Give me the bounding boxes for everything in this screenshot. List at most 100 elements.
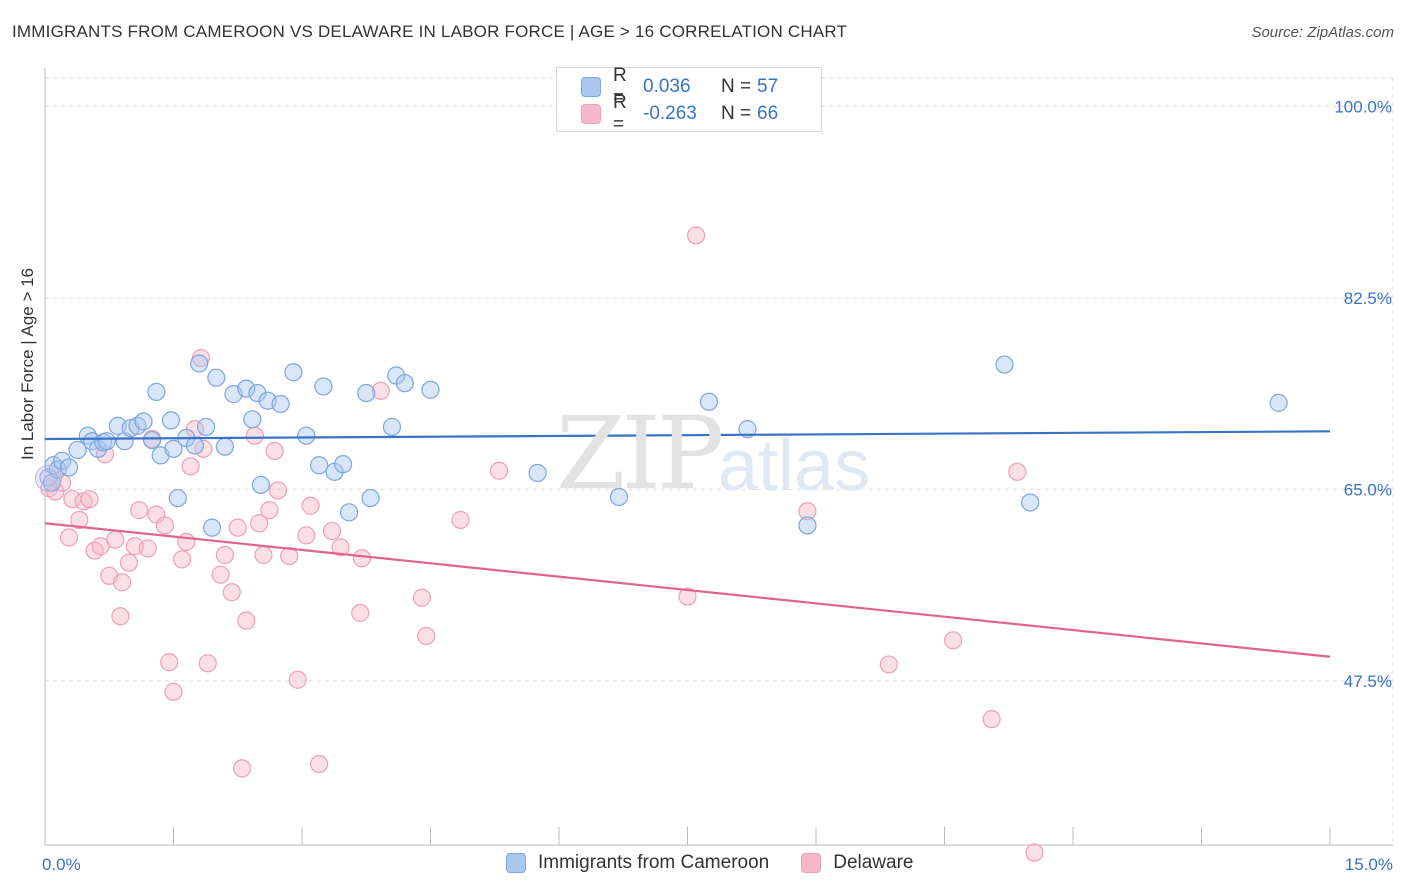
point-cameroon xyxy=(53,451,72,470)
trend-lines xyxy=(44,430,1331,658)
point-cameroon xyxy=(609,487,629,507)
point-cameroon xyxy=(314,377,333,396)
point-cameroon xyxy=(243,410,262,429)
y-tick-label: 82.5% xyxy=(1344,289,1392,308)
point-delaware xyxy=(215,545,234,565)
point-cameroon xyxy=(39,468,58,487)
point-delaware xyxy=(160,653,179,672)
point-cameroon xyxy=(190,354,209,373)
watermark-zip: ZIP xyxy=(556,395,724,512)
point-delaware xyxy=(265,441,284,461)
trend-line-cameroon xyxy=(44,430,1331,441)
point-delaware xyxy=(177,532,196,551)
source-label: Source: ZipAtlas.com xyxy=(1251,24,1394,41)
legend-item-cameroon: Immigrants from Cameroon xyxy=(506,852,769,874)
point-delaware xyxy=(250,514,269,533)
point-delaware xyxy=(352,549,372,568)
point-cameroon xyxy=(134,412,153,431)
point-cameroon xyxy=(248,383,267,403)
r-label: R = xyxy=(613,92,627,135)
point-cameroon xyxy=(68,440,87,460)
point-cameroon xyxy=(164,439,183,458)
correlation-legend: R = 0.036 N = 57 R = -0.263 N = 66 xyxy=(556,65,822,135)
point-cameroon xyxy=(185,436,205,455)
point-delaware xyxy=(119,553,139,572)
point-delaware xyxy=(198,654,217,673)
point-delaware xyxy=(301,496,320,515)
point-delaware xyxy=(260,501,279,520)
legend-swatch-cameroon xyxy=(581,77,601,97)
point-cameroon xyxy=(271,394,290,414)
point-cameroon xyxy=(334,455,353,474)
axis-ticks xyxy=(173,827,1331,845)
point-cameroon xyxy=(361,488,380,508)
point-cameroon xyxy=(168,488,187,508)
point-delaware xyxy=(59,528,79,547)
point-delaware xyxy=(331,538,350,557)
point-delaware xyxy=(112,573,132,592)
point-cameroon xyxy=(207,368,226,387)
y-tick-label: 47.5% xyxy=(1344,672,1392,691)
point-cluster xyxy=(34,464,62,492)
n-value: 66 xyxy=(757,103,779,124)
point-delaware xyxy=(982,710,1001,729)
point-delaware xyxy=(417,626,436,646)
legend-label-delaware: Delaware xyxy=(833,852,914,873)
point-delaware xyxy=(310,754,329,774)
x-tick-label-min: 0.0% xyxy=(42,855,81,874)
point-cameroon xyxy=(1021,493,1040,512)
point-cameroon xyxy=(202,518,222,537)
series-legend: Immigrants from Cameroon Delaware xyxy=(506,852,946,874)
point-cameroon xyxy=(142,430,162,450)
n-label: N = xyxy=(721,103,752,124)
point-cameroon xyxy=(147,382,166,402)
point-cameroon xyxy=(97,432,116,451)
point-delaware xyxy=(80,490,99,509)
y-tick-label: 100.0% xyxy=(1334,97,1392,116)
point-delaware xyxy=(686,226,706,245)
point-delaware xyxy=(451,510,470,530)
legend-item-delaware: Delaware xyxy=(801,852,914,874)
point-delaware xyxy=(254,545,273,565)
trend-line-delaware xyxy=(44,522,1331,658)
point-delaware xyxy=(164,682,183,701)
point-delaware xyxy=(228,518,247,537)
point-cameroon xyxy=(237,379,256,398)
point-delaware xyxy=(232,759,252,778)
point-delaware xyxy=(288,670,307,689)
point-delaware xyxy=(371,381,390,400)
point-cameroon xyxy=(421,380,440,399)
point-delaware xyxy=(222,583,241,602)
point-cameroon xyxy=(215,437,234,456)
point-cameroon xyxy=(995,355,1014,374)
n-value: 57 xyxy=(757,76,779,97)
tick-labels: 47.5% 65.0% 82.5% 100.0% 0.0% 15.0% xyxy=(42,97,1393,874)
legend-label-cameroon: Immigrants from Cameroon xyxy=(538,852,770,873)
point-cameroon xyxy=(382,417,402,437)
point-delaware xyxy=(1025,843,1044,862)
point-delaware xyxy=(111,607,130,626)
point-cameroon xyxy=(738,420,757,439)
point-cameroon xyxy=(297,426,316,445)
point-delaware xyxy=(245,426,264,445)
point-delaware xyxy=(70,510,89,530)
point-delaware xyxy=(181,457,200,476)
point-cameroon xyxy=(59,458,79,477)
point-cameroon xyxy=(161,411,181,430)
point-delaware xyxy=(943,631,963,650)
watermark-atlas: atlas xyxy=(718,426,871,506)
chart-title: IMMIGRANTS FROM CAMEROON VS DELAWARE IN … xyxy=(12,22,848,41)
point-cameroon xyxy=(340,503,359,522)
legend-swatch-cameroon xyxy=(506,853,526,873)
r-value: 0.036 xyxy=(643,76,691,97)
point-cameroon xyxy=(357,383,376,403)
axes xyxy=(44,68,1393,846)
y-tick-label: 65.0% xyxy=(1344,480,1392,499)
r-value: -0.263 xyxy=(643,103,697,124)
point-delaware xyxy=(678,587,697,606)
point-cameroon xyxy=(798,516,817,535)
y-axis-label: In Labor Force | Age > 16 xyxy=(18,267,37,460)
point-cameroon xyxy=(251,475,270,495)
legend-swatch-delaware xyxy=(581,104,601,124)
